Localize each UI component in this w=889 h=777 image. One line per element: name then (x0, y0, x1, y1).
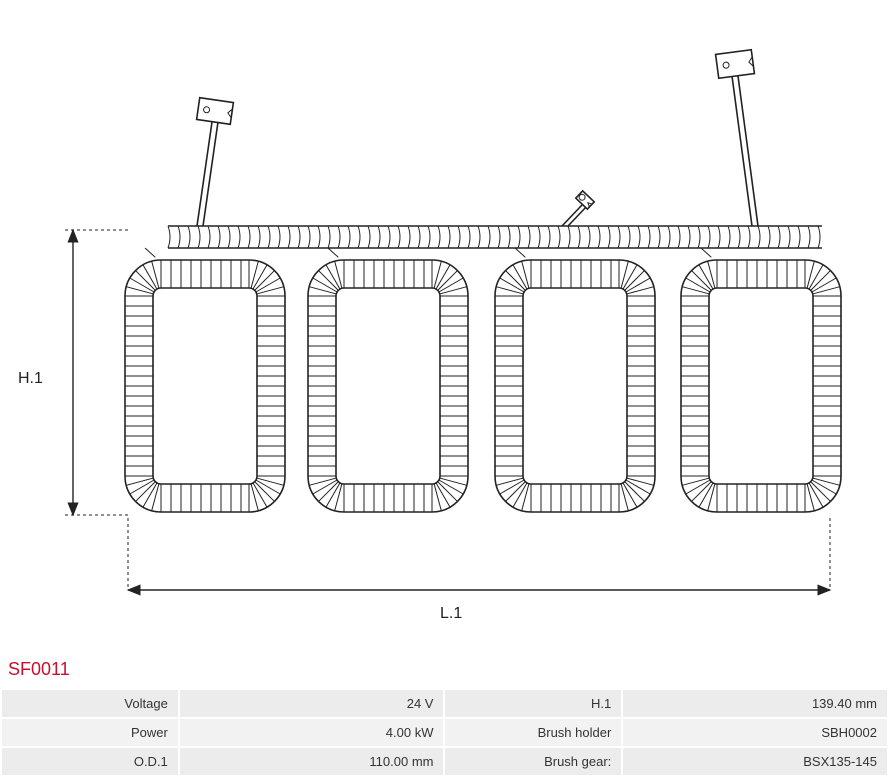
spec-label: Power (2, 719, 178, 746)
spec-label: Voltage (2, 690, 178, 717)
part-number: SF0011 (0, 655, 889, 688)
spec-row: Power4.00 kWBrush holderSBH0002 (2, 719, 887, 746)
technical-diagram: H.1 L.1 (0, 0, 889, 655)
spec-value: SBH0002 (623, 719, 887, 746)
spec-label: H.1 (445, 690, 621, 717)
spec-row: Voltage24 VH.1139.40 mm (2, 690, 887, 717)
dimension-label-h1: H.1 (18, 370, 43, 388)
spec-label: Brush gear: (445, 748, 621, 775)
spec-value: 4.00 kW (180, 719, 444, 746)
dimension-label-l1: L.1 (440, 605, 462, 623)
spec-value: 110.00 mm (180, 748, 444, 775)
spec-value: 139.40 mm (623, 690, 887, 717)
spec-label: Brush holder (445, 719, 621, 746)
spec-label: O.D.1 (2, 748, 178, 775)
spec-value: BSX135-145 (623, 748, 887, 775)
spec-value: 24 V (180, 690, 444, 717)
spec-row: O.D.1110.00 mmBrush gear:BSX135-145 (2, 748, 887, 775)
spec-table: Voltage24 VH.1139.40 mmPower4.00 kWBrush… (0, 688, 889, 777)
